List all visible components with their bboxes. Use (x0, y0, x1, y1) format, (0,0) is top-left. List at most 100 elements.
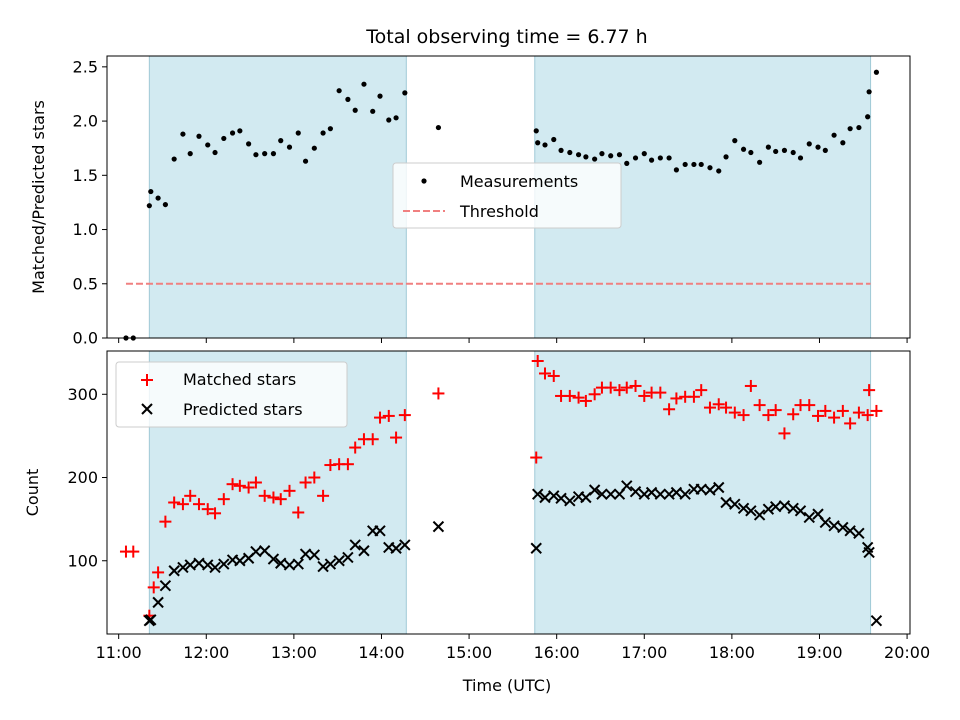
predicted-stars-point (870, 614, 883, 627)
x-tick-label: 12:00 (183, 643, 229, 662)
measurement-point (616, 152, 623, 158)
x-tick-label: 16:00 (534, 643, 580, 662)
matched-stars-point (687, 390, 700, 403)
measurement-point (865, 114, 871, 120)
matched-stars-point (870, 404, 883, 417)
predicted-stars-point (564, 495, 576, 507)
matched-stars-point (390, 431, 403, 444)
measurement-point (716, 168, 722, 174)
measurement-point (162, 201, 168, 208)
predicted-stars-point (258, 545, 271, 557)
predicted-stars-point (737, 502, 750, 515)
matched-stars-point (703, 401, 716, 414)
predicted-stars-point (333, 555, 345, 567)
predicted-stars-point (548, 490, 560, 502)
matched-stars-point (620, 381, 633, 394)
measurement-point (797, 155, 804, 161)
matched-stars-point (670, 392, 683, 405)
legend-label-measurements: Measurements (460, 172, 578, 191)
bottom-panel-x-ticks: 11:00 12:00 13:00 14:00 15:00 16:00 17:00 18:00… (96, 634, 930, 662)
measurement-point (840, 140, 846, 146)
predicted-stars-point (390, 542, 402, 554)
measurement-point (221, 135, 227, 142)
x-tick-label: 18:00 (709, 643, 755, 662)
measurement-point (148, 188, 154, 195)
matched-stars-point (663, 403, 676, 416)
predicted-stars-point (729, 498, 741, 510)
measurement-point (583, 154, 589, 160)
predicted-stars-point (863, 546, 875, 559)
matched-stars-point (242, 481, 255, 494)
matched-stars-point (147, 581, 160, 594)
top-panel-y-ticks: 0.0 0.5 1.0 1.5 2.0 2.5 (73, 57, 107, 348)
matched-stars-point (159, 515, 172, 528)
chart-title: Total observing time = 6.77 h (365, 26, 647, 48)
predicted-stars-point (218, 558, 230, 570)
legend-label-matched-stars: Matched stars (183, 370, 296, 389)
matched-stars-point (861, 409, 874, 422)
predicted-stars-point (588, 484, 601, 496)
measurement-point (765, 144, 771, 150)
measurement-point (657, 155, 663, 161)
matched-stars-point (258, 489, 271, 502)
measurement-point (815, 144, 821, 150)
measurement-point (592, 156, 598, 162)
measurement-point (205, 142, 211, 148)
predicted-stars-point (209, 561, 221, 574)
matched-stars-point (613, 384, 626, 397)
predicted-stars-point (531, 488, 544, 500)
matched-stars-point (778, 427, 791, 440)
matched-stars-point (341, 458, 354, 471)
matched-stars-point (787, 408, 800, 421)
matched-stars-point (184, 489, 197, 502)
matched-stars-point (654, 386, 667, 399)
y-tick-label: 100 (67, 551, 98, 570)
predicted-stars-point (787, 502, 799, 515)
predicted-stars-point (596, 488, 608, 500)
predicted-stars-point (837, 521, 849, 534)
measurement-point (320, 130, 326, 136)
measurement-point (229, 130, 236, 136)
predicted-stars-point (152, 596, 164, 609)
matched-stars-point (217, 493, 230, 506)
matched-stars-point (274, 493, 287, 506)
matched-stars-point (836, 404, 849, 417)
predicted-stars-point (819, 516, 832, 529)
matched-stars-point (812, 409, 825, 422)
predicted-stars-point (324, 558, 337, 570)
measurement-point (237, 128, 243, 134)
measurement-point (673, 167, 680, 173)
matched-stars-point (432, 387, 445, 400)
predicted-stars-point (292, 558, 304, 570)
matched-stars-point (283, 484, 296, 497)
x-axis-label: Time (UTC) (462, 676, 551, 695)
predicted-stars-point (530, 542, 542, 554)
predicted-stars-point (342, 551, 354, 564)
measurement-point (822, 147, 828, 153)
predicted-stars-point (358, 545, 370, 557)
predicted-stars-point (704, 484, 716, 496)
matched-stars-point (267, 491, 280, 504)
measurement-point (790, 149, 796, 156)
predicted-stars-point (399, 539, 411, 551)
predicted-stars-point (177, 561, 189, 574)
matched-stars-point (762, 409, 775, 422)
matched-stars-point (209, 507, 222, 520)
matched-stars-point (382, 409, 395, 422)
top-panel-legend: Measurements Threshold (392, 162, 622, 229)
predicted-stars-point (670, 486, 683, 499)
matched-stars-point (604, 381, 617, 394)
x-tick-label: 14:00 (358, 643, 404, 662)
predicted-stars-point (374, 525, 386, 537)
predicted-stars-point (202, 559, 214, 571)
measurement-point (535, 140, 541, 146)
predicted-stars-point (753, 509, 766, 521)
y-tick-label: 0.0 (73, 329, 98, 348)
predicted-stars-point (629, 485, 642, 498)
predicted-stars-point (193, 557, 205, 569)
measurement-point (361, 81, 367, 87)
measurement-point (551, 136, 557, 143)
measurement-point (806, 141, 812, 147)
predicted-stars-point (317, 560, 329, 573)
matched-stars-point (299, 476, 312, 489)
